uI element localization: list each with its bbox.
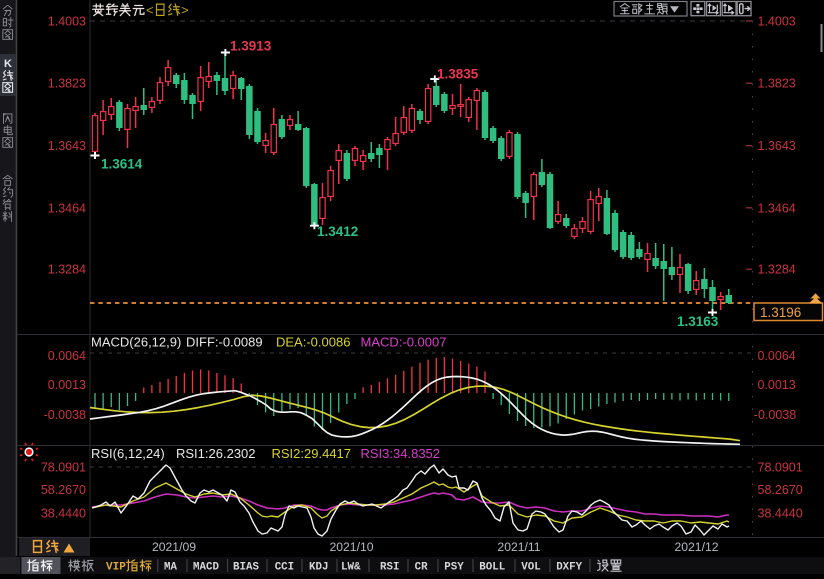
svg-text:2021/11: 2021/11	[497, 540, 540, 554]
svg-text:MACD: MACD	[193, 562, 219, 574]
svg-text:RSI(6,12,24): RSI(6,12,24)	[91, 446, 165, 461]
svg-text:1.3163: 1.3163	[677, 314, 719, 329]
svg-text:CCI: CCI	[275, 562, 294, 574]
svg-text:1.3913: 1.3913	[230, 39, 272, 54]
svg-text:1.3835: 1.3835	[437, 67, 479, 82]
svg-text:78.0901: 78.0901	[41, 461, 86, 475]
svg-text:78.0901: 78.0901	[758, 461, 803, 475]
svg-text:1.3823: 1.3823	[48, 77, 86, 91]
svg-text:DIFF:-0.0089: DIFF:-0.0089	[186, 335, 263, 350]
svg-text:VIP: VIP	[106, 562, 126, 574]
svg-text:1.3196: 1.3196	[760, 305, 801, 320]
svg-text:-0.0038: -0.0038	[754, 408, 796, 422]
svg-text:38.4440: 38.4440	[758, 507, 803, 521]
svg-text:DXFY: DXFY	[556, 562, 582, 574]
svg-text:RSI: RSI	[380, 562, 399, 574]
svg-text:0.0013: 0.0013	[48, 378, 86, 392]
svg-text:-0.0038: -0.0038	[44, 408, 86, 422]
svg-text:1.3284: 1.3284	[48, 263, 86, 277]
svg-text:1.3412: 1.3412	[317, 224, 358, 239]
svg-text:2021/12: 2021/12	[674, 540, 718, 554]
svg-text:RSI3:34.8352: RSI3:34.8352	[361, 446, 441, 461]
svg-text:RSI1:26.2302: RSI1:26.2302	[176, 446, 256, 461]
svg-text:0.0064: 0.0064	[48, 349, 86, 363]
svg-text:58.2670: 58.2670	[758, 483, 803, 497]
svg-text:CR: CR	[415, 562, 428, 574]
svg-text:1.3643: 1.3643	[48, 139, 86, 153]
svg-text:BOLL: BOLL	[479, 562, 505, 574]
svg-text:1.3823: 1.3823	[758, 77, 796, 91]
svg-text:VOL: VOL	[521, 562, 540, 574]
svg-text:38.4440: 38.4440	[41, 507, 86, 521]
svg-text:2021/10: 2021/10	[329, 540, 373, 554]
svg-text:1.3614: 1.3614	[101, 157, 143, 172]
svg-text:1.3464: 1.3464	[48, 201, 86, 215]
svg-text:MA: MA	[164, 562, 177, 574]
svg-text:58.2670: 58.2670	[41, 483, 86, 497]
svg-text:>: >	[181, 3, 189, 18]
svg-text:0.0013: 0.0013	[758, 378, 796, 392]
svg-text:PSY: PSY	[444, 562, 464, 574]
svg-text:LW&: LW&	[341, 562, 361, 574]
svg-text:1.3284: 1.3284	[758, 263, 796, 277]
svg-text:BIAS: BIAS	[233, 562, 259, 574]
svg-text:<: <	[146, 3, 154, 18]
svg-text:KDJ: KDJ	[309, 562, 328, 574]
svg-text:DEA:-0.0086: DEA:-0.0086	[276, 335, 350, 350]
svg-text:RSI2:29.4417: RSI2:29.4417	[272, 446, 352, 461]
svg-text:1.3464: 1.3464	[758, 201, 796, 215]
svg-text:1.3643: 1.3643	[758, 139, 796, 153]
svg-text:MACD:-0.0007: MACD:-0.0007	[361, 335, 447, 350]
svg-text:0.0064: 0.0064	[758, 349, 796, 363]
svg-text:MACD(26,12,9): MACD(26,12,9)	[91, 335, 181, 350]
svg-text:K: K	[4, 58, 12, 70]
svg-text:1.4003: 1.4003	[48, 15, 86, 29]
svg-text:2021/09: 2021/09	[152, 540, 196, 554]
svg-text:1.4003: 1.4003	[758, 15, 796, 29]
